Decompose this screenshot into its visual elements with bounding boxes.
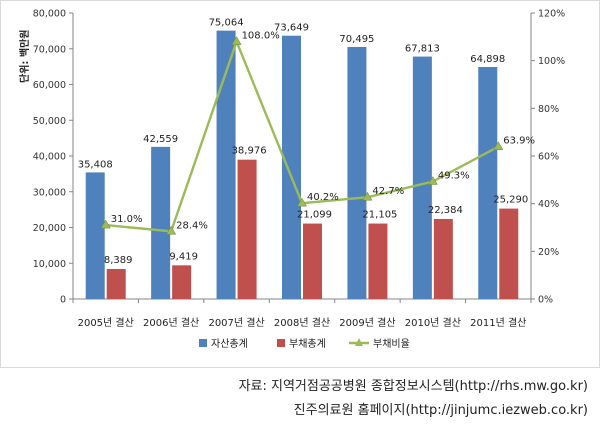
ratio-marker: [166, 225, 177, 235]
bar-assets-label: 42,559: [143, 134, 178, 145]
bar-debt-label: 9,419: [169, 251, 198, 262]
x-tick-label: 2011년 결산: [470, 317, 526, 329]
y-left-tick-label: 80,000: [33, 9, 66, 20]
ratio-label: 63.9%: [503, 136, 535, 147]
source-line-1: 자료: 지역거점공공병원 종합정보시스템(http://rhs.mw.go.kr…: [238, 379, 588, 394]
y-left-tick-label: 60,000: [33, 80, 66, 91]
y-right-tick-label: 80%: [538, 104, 559, 115]
combo-chart: 0 10,000 20,000 30,000 40,000 50,000 60,000 70,…: [18, 9, 565, 351]
y-right-tick-label: 20%: [538, 247, 559, 258]
bar-debt: [499, 208, 519, 299]
bar-assets: [85, 172, 105, 299]
bar-assets: [347, 46, 367, 299]
unit-label: 단위: 백만원: [18, 30, 31, 83]
ratio-marker: [493, 141, 504, 150]
x-tick-label: 2009년 결산: [339, 317, 395, 329]
ratio-label: 28.4%: [176, 220, 208, 231]
bar-debt: [172, 265, 192, 299]
y-left-tick-label: 30,000: [33, 187, 66, 198]
y-left-tick-label: 0: [60, 295, 66, 306]
bar-assets: [478, 66, 498, 299]
bar-debt-label: 21,105: [362, 210, 397, 221]
bar-assets-label: 75,064: [209, 18, 244, 29]
legend-marker-ratio: [355, 338, 363, 346]
bar-debt-label: 22,384: [428, 205, 463, 216]
ratio-label: 49.3%: [438, 171, 470, 182]
y-right-tick-label: 0%: [538, 295, 553, 306]
y-left-tick-label: 20,000: [33, 223, 66, 234]
x-tick-label: 2005년 결산: [78, 317, 134, 329]
bar-assets: [151, 146, 171, 299]
x-tick-label: 2007년 결산: [208, 317, 264, 329]
legend-swatch-assets: [199, 339, 207, 347]
x-tick-label: 2008년 결산: [274, 317, 330, 329]
bar-assets-label: 70,495: [339, 34, 374, 45]
y-right-tick-label: 40%: [538, 199, 559, 210]
bar-assets-label: 73,649: [274, 23, 309, 34]
bar-debt: [433, 218, 453, 299]
bar-assets-label: 67,813: [405, 44, 440, 55]
bar-debt-label: 25,290: [493, 195, 528, 206]
bar-assets: [282, 35, 301, 299]
y-left-tick-label: 70,000: [33, 44, 66, 55]
y-left-tick-label: 10,000: [33, 259, 66, 270]
y-right-tick-label: 60%: [538, 152, 559, 163]
legend-label: 부채비율: [373, 338, 410, 350]
y-right-tick-label: 100%: [538, 56, 565, 67]
bar-debt: [303, 223, 322, 299]
chart-frame: 0 10,000 20,000 30,000 40,000 50,000 60,000 70,…: [0, 0, 600, 368]
ratio-label: 40.2%: [307, 192, 339, 203]
ratio-marker: [100, 219, 111, 229]
bar-debt: [106, 269, 126, 299]
legend-label: 부채총계: [289, 338, 326, 350]
x-tick-label: 2006년 결산: [143, 317, 199, 329]
bar-assets-label: 64,898: [470, 54, 505, 65]
ratio-marker: [296, 197, 308, 207]
ratio-label: 42.7%: [372, 186, 404, 197]
source-line-2: 진주의료원 홈페이지(http://jinjumc.iezweb.co.kr): [293, 403, 588, 418]
bar-debt-label: 38,976: [232, 146, 267, 157]
ratio-marker: [427, 176, 438, 185]
bar-debt-label: 21,099: [297, 210, 332, 221]
legend-label: 자산총계: [211, 338, 248, 350]
y-right-tick-label: 120%: [538, 9, 565, 20]
bar-assets: [216, 30, 236, 299]
ratio-label: 108.0%: [242, 31, 280, 42]
ratio-label: 31.0%: [111, 214, 143, 225]
y-left-tick-label: 40,000: [33, 152, 66, 163]
bar-assets-label: 35,408: [78, 159, 113, 170]
bar-debt: [368, 223, 388, 299]
y-left-tick-label: 50,000: [33, 116, 66, 127]
bar-assets: [412, 56, 432, 299]
ratio-marker: [362, 191, 373, 201]
ratio-marker: [231, 36, 242, 45]
bar-debt: [237, 159, 257, 299]
bar-debt-label: 8,389: [104, 255, 133, 266]
legend-swatch-debt: [277, 339, 285, 347]
x-tick-label: 2010년 결산: [405, 317, 461, 329]
